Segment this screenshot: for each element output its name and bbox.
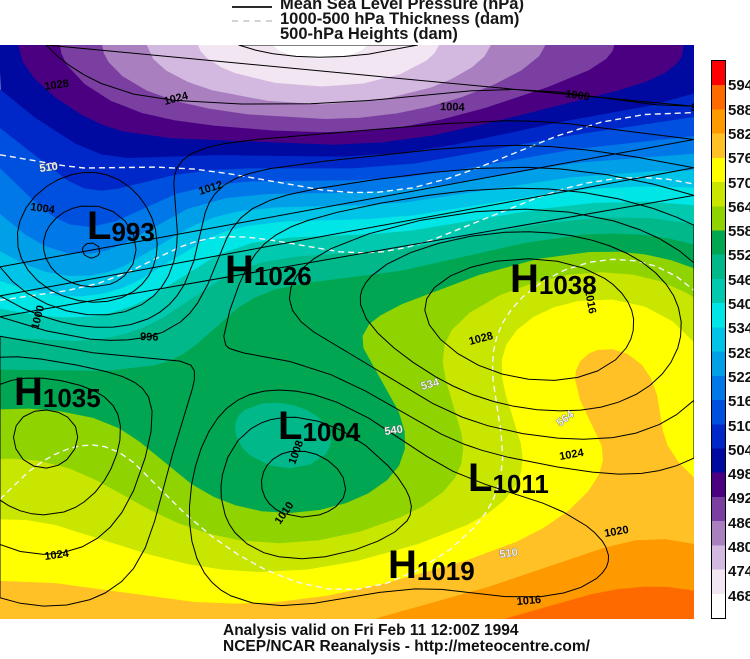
svg-text:540: 540 (384, 424, 404, 438)
svg-text:1016: 1016 (516, 594, 541, 608)
svg-text:510: 510 (499, 547, 519, 561)
svg-text:510: 510 (39, 161, 59, 175)
svg-text:1004: 1004 (440, 101, 466, 114)
svg-text:996: 996 (140, 331, 159, 344)
